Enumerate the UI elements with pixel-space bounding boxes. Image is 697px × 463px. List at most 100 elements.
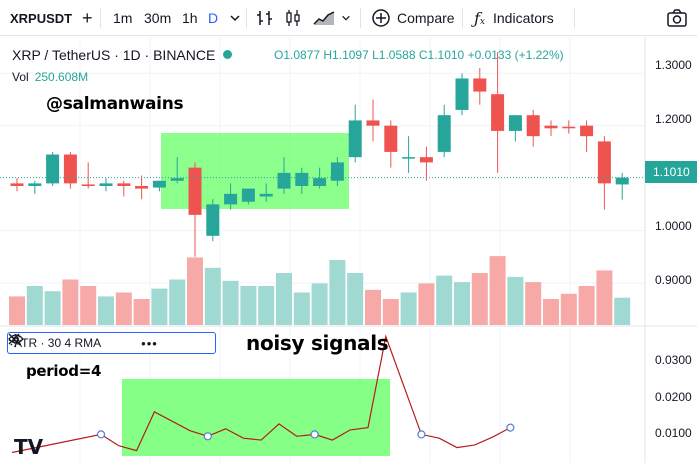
candle-body xyxy=(241,188,255,202)
symbol-search-button[interactable]: XRPUSDT xyxy=(10,10,73,26)
volume-bar xyxy=(62,279,79,325)
candle-body xyxy=(46,154,60,184)
volume-legend[interactable]: Vol 250.608M xyxy=(12,70,88,84)
candle-body xyxy=(63,154,77,184)
candle-body xyxy=(117,183,131,186)
price-tick: 1.0000 xyxy=(655,219,692,233)
candle-body xyxy=(135,186,149,189)
candle-body xyxy=(473,78,487,92)
noisy-signals-annotation: noisy signals xyxy=(246,331,389,355)
volume-bar xyxy=(347,273,364,325)
candle-body xyxy=(170,178,184,181)
volume-bar xyxy=(596,270,613,325)
interval-1h[interactable]: 1h xyxy=(182,10,198,26)
price-tick: 1.2000 xyxy=(655,112,692,126)
volume-bar xyxy=(489,256,506,325)
candle-body xyxy=(10,183,24,186)
fx-icon: ƒx xyxy=(474,8,485,28)
volume-bar xyxy=(44,291,61,325)
volume-bar xyxy=(26,286,43,325)
volume-bar xyxy=(115,292,132,325)
compare-button[interactable]: Compare xyxy=(371,0,455,36)
volume-bar xyxy=(614,297,631,325)
interval-30m[interactable]: 30m xyxy=(144,10,172,26)
candle-body xyxy=(580,125,594,137)
volume-bar xyxy=(436,275,453,325)
candle-body xyxy=(188,167,202,215)
atr-tick: 0.0100 xyxy=(655,426,692,440)
volume-bar xyxy=(222,280,239,325)
candle-body xyxy=(224,193,238,205)
chevron-down-icon[interactable] xyxy=(229,0,241,36)
atr-highlight-box xyxy=(122,379,390,456)
candle-body xyxy=(562,126,576,129)
candle-body xyxy=(508,115,522,131)
chart-canvas[interactable] xyxy=(0,37,697,463)
candle-body xyxy=(81,184,95,186)
volume-bar xyxy=(329,260,346,325)
indicators-button[interactable]: ƒx Indicators xyxy=(474,0,554,36)
price-axis[interactable]: 1.3000 1.2000 1.0000 0.9000 1.1010 0.030… xyxy=(645,37,697,463)
plus-icon[interactable]: + xyxy=(82,7,93,28)
watermark-annotation: @salmanwains xyxy=(46,94,184,114)
volume-bar xyxy=(400,292,417,325)
candle-body xyxy=(615,177,629,185)
series-legend[interactable]: XRP / TetherUS · 1D · BINANCE xyxy=(12,47,238,63)
candle-body xyxy=(348,120,362,158)
area-chart-icon[interactable] xyxy=(313,0,335,36)
volume-bar xyxy=(454,282,470,325)
bar-chart-icon[interactable] xyxy=(256,0,274,36)
atr-indicator-legend[interactable]: ATR · 30 4 RMA ••• xyxy=(7,332,216,354)
volume-label: Vol xyxy=(12,70,29,84)
candle-body xyxy=(259,193,273,197)
candle-body xyxy=(526,115,540,137)
price-tick: 0.9000 xyxy=(655,273,692,287)
volume-bar xyxy=(471,273,488,325)
candle-body xyxy=(544,125,558,129)
volume-bar xyxy=(293,292,310,325)
candle-body xyxy=(455,78,469,110)
candle-body xyxy=(437,115,451,152)
chart-area[interactable]: XRP / TetherUS · 1D · BINANCE O1.0877 H1… xyxy=(0,37,697,463)
volume-bar xyxy=(169,279,186,325)
volume-bar xyxy=(240,286,257,325)
atr-marker xyxy=(506,423,515,432)
compare-label: Compare xyxy=(397,10,455,26)
atr-tick: 0.0300 xyxy=(655,353,692,367)
candle-body xyxy=(597,141,611,184)
volume-bar xyxy=(204,267,221,325)
tradingview-logo[interactable]: TV xyxy=(14,435,44,459)
indicators-label: Indicators xyxy=(493,10,554,26)
volume-bar xyxy=(98,296,114,325)
candle-body xyxy=(402,157,416,159)
atr-tick: 0.0200 xyxy=(655,390,692,404)
volume-bar xyxy=(133,299,150,325)
atr-marker xyxy=(417,430,426,439)
volume-bar xyxy=(525,282,542,325)
candle-body xyxy=(366,120,380,126)
ohlc-values: O1.0877 H1.1097 L1.0588 C1.1010 +0.0133 … xyxy=(274,48,564,62)
atr-marker xyxy=(203,432,212,441)
candle-body xyxy=(206,204,220,236)
volume-bar xyxy=(507,276,524,325)
atr-marker xyxy=(310,430,319,439)
candle-body xyxy=(419,157,433,163)
chevron-down-icon[interactable] xyxy=(341,0,351,36)
candles-icon[interactable] xyxy=(284,0,302,36)
interval-d[interactable]: D xyxy=(208,10,219,26)
candle-body xyxy=(313,178,327,186)
symbol-title: XRP / TetherUS · 1D · BINANCE xyxy=(12,47,216,63)
camera-icon[interactable] xyxy=(667,0,687,36)
volume-bar xyxy=(311,283,328,325)
interval-1m[interactable]: 1m xyxy=(113,10,133,26)
low-value: L1.0588 xyxy=(372,48,416,62)
atr-line xyxy=(11,334,511,454)
volume-bar xyxy=(80,286,97,325)
volume-bar xyxy=(151,288,168,325)
volume-bar xyxy=(578,286,595,325)
candle-body xyxy=(277,172,291,189)
candle-body xyxy=(28,183,42,186)
candle-body xyxy=(330,162,344,181)
more-icon[interactable]: ••• xyxy=(141,335,158,351)
market-status-dot xyxy=(223,50,233,59)
